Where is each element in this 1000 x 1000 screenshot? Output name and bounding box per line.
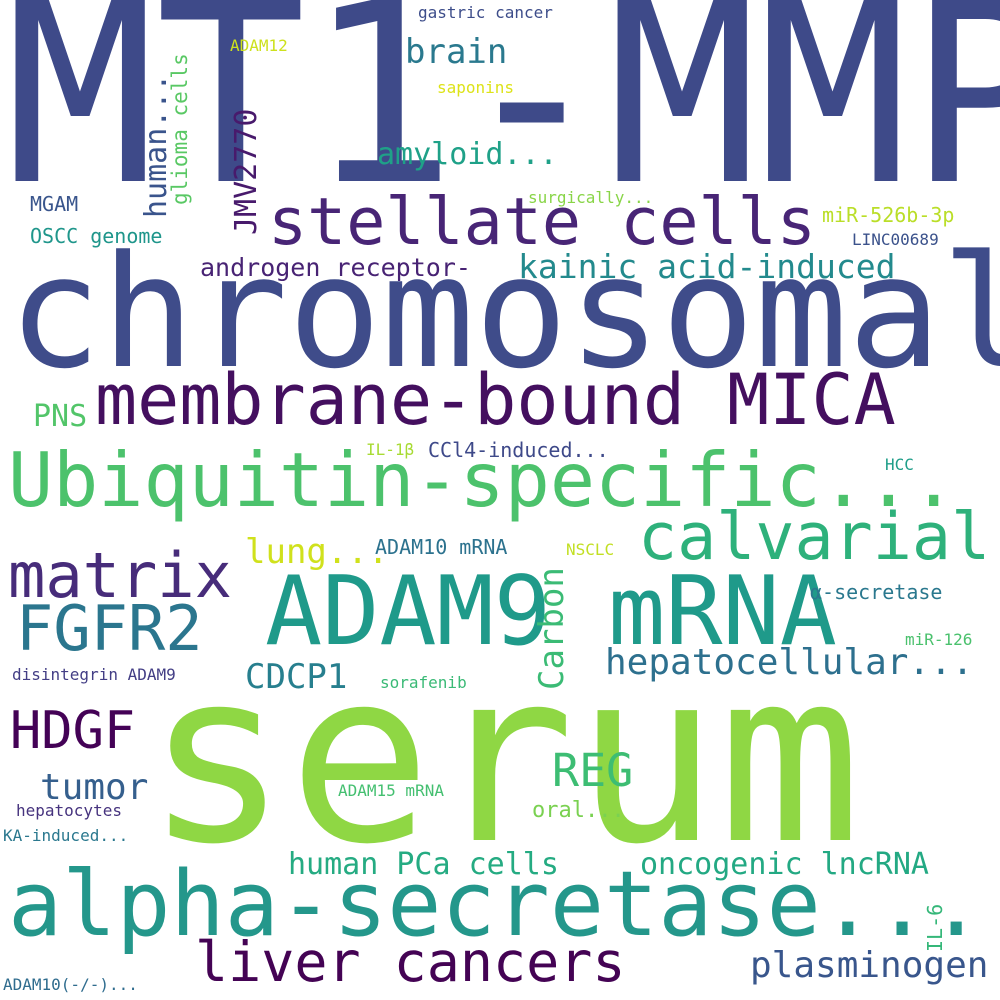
word: CCl4-induced... [428,438,609,462]
word: liver cancers [195,930,626,994]
word: tumor [40,767,149,808]
word: surgically... [528,188,654,207]
word: oral... [532,798,625,823]
word: miR-526b-3p [822,203,955,227]
word: membrane-bound MICA [95,359,896,441]
word: CDCP1 [245,657,348,697]
word: glioma cells [168,53,192,205]
word: OSCC genome [30,224,163,248]
word: hepatocytes [16,801,122,820]
word: PNS [33,399,88,434]
word: LINC00689 [852,230,939,249]
word: matrix [8,539,232,612]
word: saponins [437,78,515,97]
word: disintegrin ADAM9 [12,665,176,684]
word: IL-1β [366,440,415,459]
word: serum [145,620,862,897]
word: oncogenic lncRNA [640,847,929,882]
word: hepatocellular... [605,642,974,683]
word: kainic acid-induced [518,247,896,286]
word: stellate cells [268,185,816,260]
word: Carbon [532,567,572,690]
word: ADAM15 mRNA [338,781,444,800]
word: MGAM [30,192,79,216]
word: human PCa cells [288,847,559,882]
word: alpha-secretase... [8,852,984,957]
word: amyloid... [377,137,558,172]
word: sorafenib [380,673,467,692]
word: MT1-MMP [5,0,1000,240]
word: NSCLC [566,540,615,559]
word: HCC [885,455,914,474]
word: plasminogen [750,945,989,986]
word: ADAM12 [230,36,288,55]
word: androgen receptor- [200,253,471,282]
word: brain [405,32,508,72]
word: α-secretase [810,580,943,604]
word: ADAM10(-/-)... [3,975,138,994]
word: calvarial [638,500,991,575]
word: lung... [245,532,389,572]
word: KA-induced... [3,826,129,845]
word: ADAM9 mRNA [265,557,837,667]
word: IL-6 [923,903,947,952]
word: REG [552,744,634,797]
word: gastric cancer [418,3,553,22]
word: Ubiquitin-specific... [8,436,957,524]
word: chromosomal [8,222,1000,403]
word: ADAM10 mRNA [375,535,508,559]
word: miR-126 [905,630,973,649]
word: HDGF [10,701,136,761]
word: FGFR2 [16,592,203,665]
word: JMV2770 [229,108,264,235]
